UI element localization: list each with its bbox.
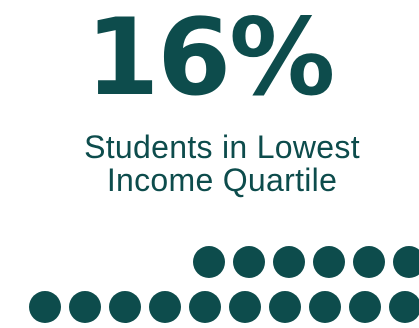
dot bbox=[193, 246, 225, 278]
dot bbox=[69, 291, 101, 323]
dot bbox=[189, 291, 221, 323]
dot bbox=[229, 291, 261, 323]
dot bbox=[393, 246, 419, 278]
dot-row-top bbox=[193, 246, 419, 278]
dot-row-bottom bbox=[29, 291, 419, 323]
dot bbox=[269, 291, 301, 323]
stat-label-line-1: Students in Lowest bbox=[84, 129, 360, 165]
dot bbox=[273, 246, 305, 278]
dot bbox=[309, 291, 341, 323]
stat-label-line-2: Income Quartile bbox=[106, 162, 338, 198]
dot bbox=[349, 291, 381, 323]
dot bbox=[313, 246, 345, 278]
dot bbox=[109, 291, 141, 323]
dot bbox=[29, 291, 61, 323]
dot bbox=[389, 291, 419, 323]
stat-value: 16% bbox=[85, 0, 336, 119]
dot bbox=[149, 291, 181, 323]
stat-label: Students in Lowest Income Quartile bbox=[0, 131, 419, 197]
dot bbox=[353, 246, 385, 278]
dot bbox=[233, 246, 265, 278]
